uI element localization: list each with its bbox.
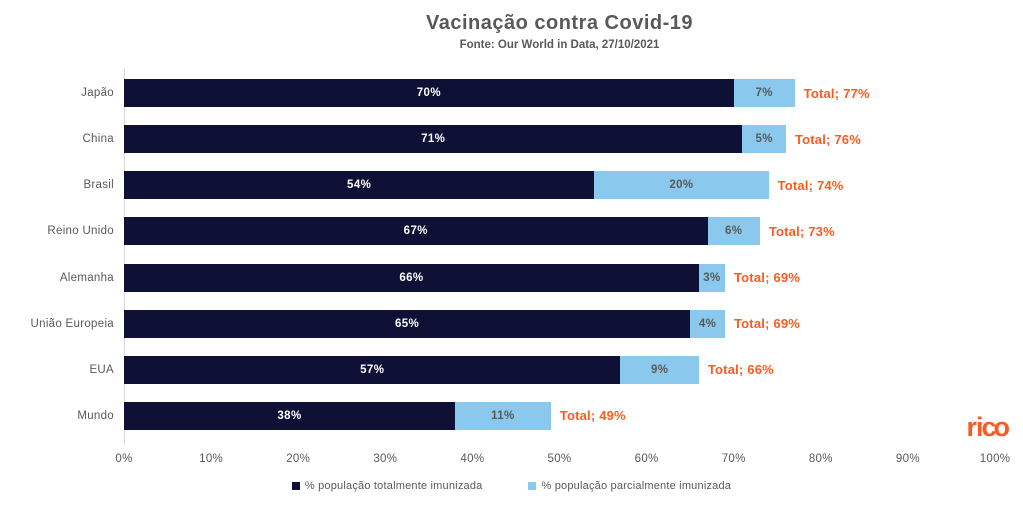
bar-segment-partially-immunized: 6%: [707, 217, 760, 246]
bar-value-label: 57%: [360, 363, 385, 376]
total-label: Total; 66%: [707, 362, 774, 378]
bar-segment-fully-immunized: 70%: [124, 79, 734, 107]
bar-segment-fully-immunized: 66%: [124, 263, 699, 292]
bar-segment-partially-immunized: 7%: [733, 79, 795, 107]
legend: % população totalmente imunizada % popul…: [0, 480, 1023, 492]
bar-value-label: 70%: [416, 87, 441, 99]
bar-value-label: 9%: [650, 363, 669, 376]
category-label: Brasil: [83, 179, 114, 192]
bar-row: Brasil 54% 20% Total; 74%: [0, 171, 844, 200]
category-label: EUA: [89, 363, 114, 376]
chart-subtitle: Fonte: Our World in Data, 27/10/2021: [459, 39, 660, 51]
bar-segment-fully-immunized: 65%: [124, 309, 691, 338]
bar-value-label: 71%: [421, 133, 446, 146]
category-label: Alemanha: [59, 271, 114, 284]
legend-entry-fully-immunized: % população totalmente imunizada: [291, 480, 483, 492]
total-label: Total; 49%: [559, 408, 626, 424]
bar-value-label: 6%: [724, 225, 743, 238]
bar-segment-partially-immunized: 11%: [454, 401, 551, 430]
y-axis-line: [124, 68, 125, 445]
bar-value-label: 54%: [347, 179, 372, 192]
x-axis-tick-label: 70%: [721, 453, 746, 465]
x-axis-tick-label: 50%: [547, 453, 572, 465]
x-axis-tick-label: 20%: [286, 453, 311, 465]
legend-label: % população parcialmente imunizada: [541, 480, 732, 492]
bar-row: China 71% 5% Total; 76%: [0, 125, 862, 154]
legend-swatch-lightblue-icon: [528, 482, 537, 490]
bar-row: Reino Unido 67% 6% Total; 73%: [0, 217, 835, 246]
bar-value-label: 5%: [755, 133, 773, 146]
bar-value-label: 4%: [698, 317, 717, 330]
bar-segment-partially-immunized: 3%: [698, 263, 725, 292]
bar-row: União Europeia 65% 4% Total; 69%: [0, 309, 801, 338]
total-label: Total; 77%: [803, 85, 870, 101]
total-label: Total; 73%: [768, 223, 835, 239]
legend-label: % população totalmente imunizada: [304, 480, 483, 492]
category-label: Japão: [81, 87, 114, 99]
x-axis-tick-label: 90%: [895, 453, 920, 465]
bar-segment-partially-immunized: 4%: [690, 309, 725, 338]
bar-row: Alemanha 66% 3% Total; 69%: [0, 263, 801, 292]
bar-segment-partially-immunized: 5%: [742, 125, 786, 154]
bar-value-label: 66%: [399, 271, 424, 284]
category-label: China: [82, 133, 114, 146]
bar-row: Japão 70% 7% Total; 77%: [0, 79, 870, 107]
chart-title: Vacinação contra Covid-19: [425, 12, 694, 34]
x-axis-tick-label: 60%: [634, 453, 659, 465]
legend-entry-partially-immunized: % população parcialmente imunizada: [528, 480, 731, 492]
total-label: Total; 74%: [777, 177, 844, 193]
bar-segment-fully-immunized: 57%: [124, 355, 621, 384]
bar-segment-fully-immunized: 71%: [124, 125, 743, 154]
x-axis-tick-label: 80%: [808, 453, 833, 465]
bar-value-label: 3%: [703, 271, 721, 284]
total-label: Total; 69%: [733, 270, 801, 286]
bar-row: EUA 57% 9% Total; 66%: [0, 355, 774, 384]
bar-value-label: 65%: [394, 317, 420, 330]
x-axis: 0% 10% 20% 30% 40% 50% 60% 70% 80% 90% 100%: [0, 453, 1023, 469]
bar-segment-partially-immunized: 9%: [620, 355, 699, 384]
x-axis-tick-label: 0%: [115, 453, 133, 465]
x-axis-tick-label: 30%: [373, 453, 398, 465]
category-label: Reino Unido: [47, 225, 114, 238]
x-axis-tick-label: 40%: [460, 453, 485, 465]
bar-value-label: 11%: [491, 409, 515, 422]
bar-row: Mundo 38% 11% Total; 49%: [0, 401, 626, 430]
category-label: União Europeia: [30, 317, 114, 330]
legend-swatch-navy-icon: [291, 482, 300, 490]
category-label: Mundo: [77, 409, 114, 422]
bar-value-label: 20%: [669, 179, 694, 192]
bar-value-label: 7%: [755, 87, 773, 99]
total-label: Total; 76%: [794, 131, 862, 147]
rico-logo: rico: [966, 412, 1009, 442]
bar-value-label: 38%: [277, 409, 302, 422]
bar-segment-fully-immunized: 54%: [124, 171, 595, 200]
total-label: Total; 69%: [733, 316, 801, 332]
x-axis-tick-label: 10%: [199, 453, 224, 465]
bar-value-label: 67%: [403, 225, 428, 238]
bar-segment-fully-immunized: 38%: [124, 401, 455, 430]
x-axis-tick-label: 100%: [979, 453, 1011, 465]
bar-segment-partially-immunized: 20%: [594, 171, 769, 200]
bar-segment-fully-immunized: 67%: [124, 217, 708, 246]
